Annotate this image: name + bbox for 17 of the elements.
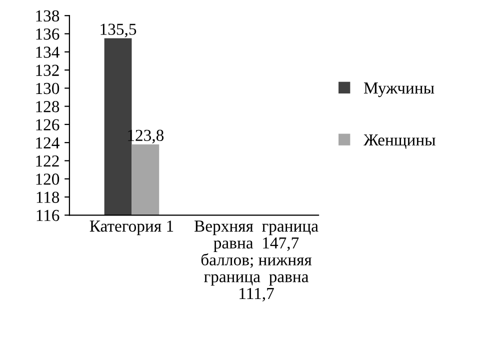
y-tick-label: 134 bbox=[36, 46, 60, 58]
y-tick-label: 138 bbox=[36, 10, 60, 22]
legend-label: Мужчины bbox=[364, 82, 434, 98]
y-tick-label: 132 bbox=[36, 64, 59, 76]
y-tick-label: 124 bbox=[36, 137, 60, 148]
y-tick-label: 120 bbox=[36, 174, 60, 185]
y-tick-label: 136 bbox=[36, 28, 60, 40]
y-tick-label: 122 bbox=[36, 155, 59, 167]
x-tick-label: Категория 1 bbox=[90, 220, 174, 236]
data-label: 135,5 bbox=[100, 24, 136, 38]
x-tick-label: Верхняя граница равна 147,7 баллов; нижняя граница равна 111,7 bbox=[194, 220, 318, 302]
y-tick-label: 130 bbox=[36, 82, 60, 94]
legend-label: Женщины bbox=[364, 134, 436, 149]
y-tick-label: 118 bbox=[36, 192, 60, 203]
y-tick-label: 116 bbox=[36, 210, 60, 222]
y-tick-label: 128 bbox=[36, 101, 60, 112]
y-tick-label: 126 bbox=[36, 119, 60, 130]
